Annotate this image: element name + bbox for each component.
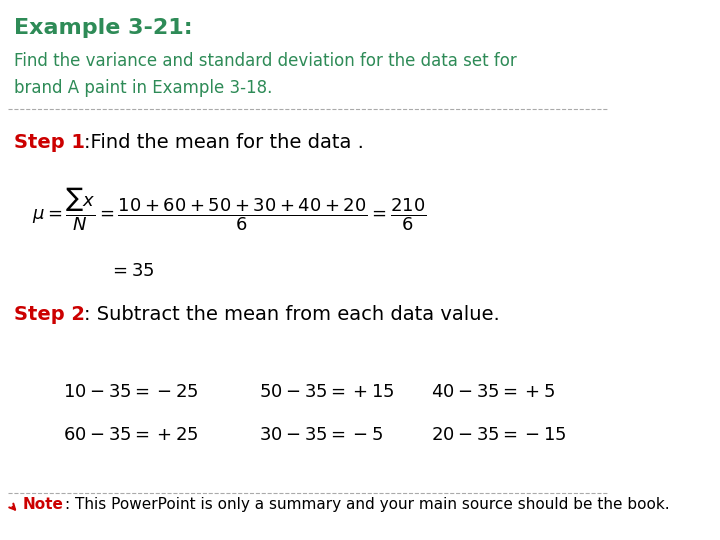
Text: Step 1: Step 1 — [14, 133, 85, 152]
Text: $20 - 35 = -15$: $20 - 35 = -15$ — [431, 426, 566, 444]
Text: Find the variance and standard deviation for the data set for: Find the variance and standard deviation… — [14, 52, 516, 70]
Text: $40 - 35 = +5$: $40 - 35 = +5$ — [431, 383, 554, 401]
Text: $= 35$: $= 35$ — [109, 262, 154, 280]
Text: brand A paint in Example 3-18.: brand A paint in Example 3-18. — [14, 79, 272, 97]
Text: $\mu = \dfrac{\sum x}{N} = \dfrac{10 + 60 + 50 + 30 + 40 + 20}{6} = \dfrac{210}{: $\mu = \dfrac{\sum x}{N} = \dfrac{10 + 6… — [32, 187, 426, 233]
Text: $60 - 35 = +25$: $60 - 35 = +25$ — [63, 426, 198, 444]
Text: $30 - 35 = -5$: $30 - 35 = -5$ — [259, 426, 383, 444]
Text: :Find the mean for the data .: :Find the mean for the data . — [84, 133, 364, 152]
Text: Note: Note — [23, 497, 64, 512]
Text: : This PowerPoint is only a summary and your main source should be the book.: : This PowerPoint is only a summary and … — [65, 497, 669, 512]
Text: : Subtract the mean from each data value.: : Subtract the mean from each data value… — [84, 305, 500, 324]
Text: $10 - 35 = -25$: $10 - 35 = -25$ — [63, 383, 198, 401]
Text: Example 3-21:: Example 3-21: — [14, 17, 192, 37]
Text: $50 - 35 = +15$: $50 - 35 = +15$ — [259, 383, 395, 401]
Text: Step 2: Step 2 — [14, 305, 85, 324]
